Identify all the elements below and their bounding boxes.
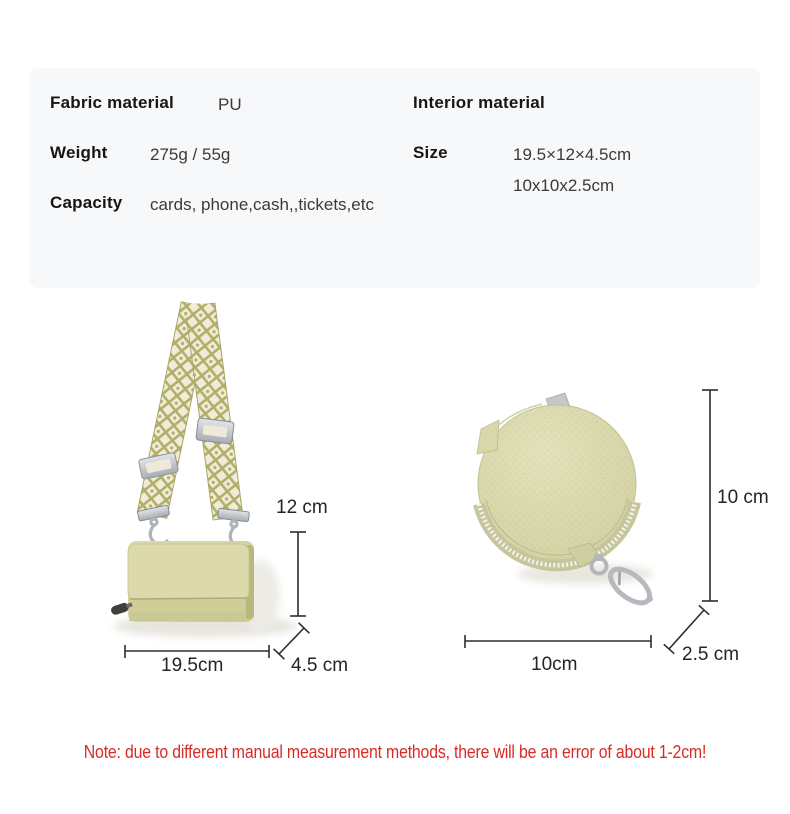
spec-card: Fabric material PU Interior material Wei… — [30, 68, 760, 288]
bag-zipper-pull — [111, 602, 133, 615]
coin-purse-photo — [473, 392, 653, 606]
crossbody-bag-photo — [111, 301, 297, 637]
bag-width-label: 19.5cm — [161, 655, 224, 676]
bag-width-line — [124, 645, 270, 658]
bag-height-line — [290, 531, 306, 617]
wallet-bag-body — [111, 541, 254, 622]
strap-slider-buckle-left — [138, 452, 179, 480]
measurement-error-note: Note: due to different manual measuremen… — [83, 742, 707, 762]
spec-label-interior-material: Interior material — [413, 93, 545, 112]
patterned-shoulder-strap — [136, 301, 244, 521]
purse-depth-line — [663, 604, 710, 655]
spec-value-fabric-material: PU — [218, 95, 242, 114]
purse-height-label: 10 cm — [717, 487, 769, 508]
measurement-lines — [124, 389, 718, 660]
spec-value-size-line1: 19.5×12×4.5cm — [513, 145, 632, 164]
purse-depth-label: 2.5 cm — [682, 644, 740, 665]
bag-height-label: 12 cm — [276, 497, 328, 518]
spec-label-weight: Weight — [50, 143, 108, 162]
strap-adjuster-buckle-right — [195, 417, 235, 445]
swivel-clasp-icon — [589, 554, 653, 606]
bag-front-flap — [127, 543, 250, 601]
product-photos-canvas — [111, 301, 718, 660]
purse-width-line — [464, 635, 652, 648]
spec-label-fabric-material: Fabric material — [50, 93, 174, 112]
swivel-snap-hook-left-icon — [148, 517, 169, 547]
bag-depth-line — [273, 622, 310, 660]
spec-value-weight: 275g / 55g — [150, 145, 231, 164]
spec-value-capacity: cards, phone,cash,,tickets,etc — [150, 195, 374, 214]
purse-side-tab — [476, 419, 500, 455]
purse-height-line — [702, 389, 718, 602]
purse-width-label: 10cm — [531, 654, 578, 675]
spec-value-size-line2: 10x10x2.5cm — [513, 176, 615, 195]
spec-label-capacity: Capacity — [50, 193, 123, 212]
purse-zipper — [473, 497, 641, 572]
spec-label-size: Size — [413, 143, 448, 162]
bag-depth-label: 4.5 cm — [291, 655, 349, 676]
